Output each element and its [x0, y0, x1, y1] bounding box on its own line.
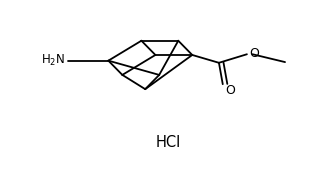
Text: O: O — [225, 84, 235, 97]
Text: H$_2$N: H$_2$N — [41, 53, 65, 68]
Text: O: O — [249, 47, 259, 60]
Text: HCl: HCl — [155, 135, 181, 150]
